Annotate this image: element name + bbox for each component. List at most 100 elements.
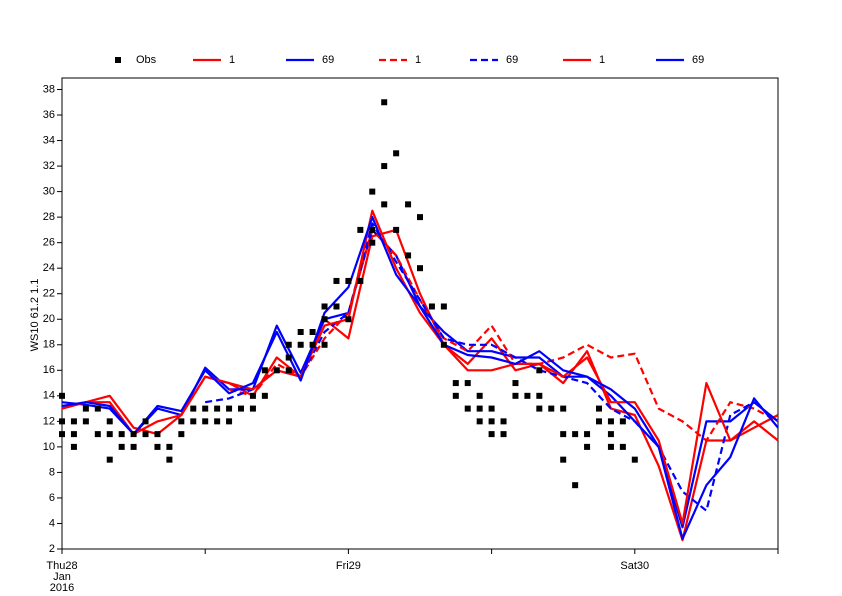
obs-point [536,367,543,374]
obs-point [631,456,638,463]
obs-point [285,354,292,361]
obs-point [452,380,459,387]
obs-point [226,405,233,412]
obs-point [440,341,447,348]
obs-point [70,418,77,425]
obs-point [572,482,579,489]
obs-point [560,405,567,412]
obs-point [238,405,244,412]
x-tick-label: Fri29 [335,560,361,572]
obs-point [154,443,161,450]
obs-point [70,443,77,450]
y-tick-label: 24 [43,262,55,274]
model-line [61,216,779,540]
obs-point [190,405,197,412]
y-tick-label: 8 [49,466,55,478]
obs-point [154,431,161,438]
obs-point [619,418,626,425]
y-tick-label: 6 [49,492,55,504]
obs-point [345,316,352,323]
obs-point [536,405,543,412]
obs-point [309,329,316,336]
obs-point [297,341,304,348]
obs-point [488,405,495,412]
obs-point [178,418,185,425]
obs-point [607,431,614,438]
legend-marker [115,57,121,63]
obs-point [94,431,101,438]
obs-point [106,456,113,463]
obs-point [333,277,340,284]
obs-point [476,392,483,399]
y-tick-label: 10 [43,441,55,453]
obs-point [130,443,137,450]
model-line [61,209,779,525]
x-tick-label: Sat30 [620,560,650,572]
obs-point [596,418,602,425]
obs-point [560,431,567,438]
obs-point [452,392,459,399]
obs-point [94,405,101,412]
obs-point [166,456,173,463]
obs-point [572,431,579,438]
obs-point [512,380,519,387]
legend-label: 69 [506,54,518,66]
obs-point [309,341,316,348]
obs-point [82,405,89,412]
obs-point [118,443,125,450]
obs-point [488,431,495,438]
obs-point [393,226,400,233]
obs-point [440,303,447,310]
obs-point [584,443,591,450]
obs-point [214,405,221,412]
y-tick-label: 18 [43,339,55,351]
y-tick-label: 4 [49,517,55,529]
obs-point [512,392,519,399]
y-tick-label: 2 [49,543,55,555]
obs-point [214,418,221,425]
obs-point [297,329,304,336]
legend-label: 1 [229,54,235,66]
legend-label: 69 [322,54,334,66]
obs-point [249,392,256,399]
obs-point [607,443,614,450]
obs-point [607,418,614,425]
y-tick-label: 12 [43,415,55,427]
obs-point [333,303,340,310]
obs-point [619,443,626,450]
obs-point [464,405,471,412]
obs-point [381,163,388,170]
obs-point [405,252,412,259]
obs-point [178,431,185,438]
obs-point [369,239,376,246]
obs-point [202,405,209,412]
obs-point [488,418,495,425]
obs-point [70,431,77,438]
obs-point [548,405,555,412]
obs-point [369,226,376,233]
obs-point [393,150,400,157]
obs-point [261,367,268,374]
obs-point [476,418,483,425]
obs-point [59,392,65,399]
y-tick-label: 36 [43,109,55,121]
obs-point [536,392,543,399]
y-tick-label: 14 [43,390,55,402]
obs-point [321,341,328,348]
y-tick-label: 22 [43,288,55,300]
legend-label: 69 [692,54,704,66]
obs-point [464,380,471,387]
obs-point [369,188,376,195]
y-tick-label: 38 [43,83,55,95]
obs-point [500,431,507,438]
obs-point [82,418,89,425]
obs-point [345,277,352,284]
obs-point [59,418,65,425]
obs-point [321,316,328,323]
obs-point [417,265,423,272]
model-line [228,228,779,442]
x-tick-label: Thu28 Jan 2016 [46,560,78,594]
obs-point [273,367,280,374]
obs-point [226,418,233,425]
